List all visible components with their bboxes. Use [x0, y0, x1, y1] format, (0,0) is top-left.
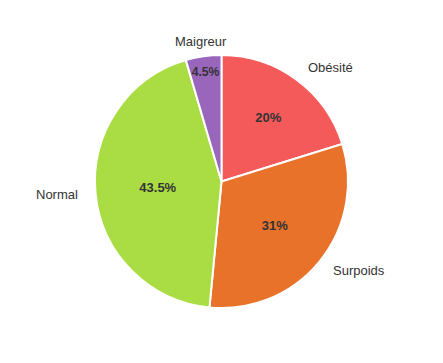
svg-text:43.5%: 43.5%: [139, 180, 176, 195]
svg-text:Surpoids: Surpoids: [333, 263, 385, 278]
svg-text:Normal: Normal: [36, 187, 78, 202]
svg-text:20%: 20%: [255, 110, 281, 125]
svg-text:Maigreur: Maigreur: [175, 34, 227, 49]
svg-text:4.5%: 4.5%: [192, 65, 220, 79]
svg-text:31%: 31%: [262, 218, 288, 233]
svg-text:Obésité: Obésité: [308, 60, 353, 75]
